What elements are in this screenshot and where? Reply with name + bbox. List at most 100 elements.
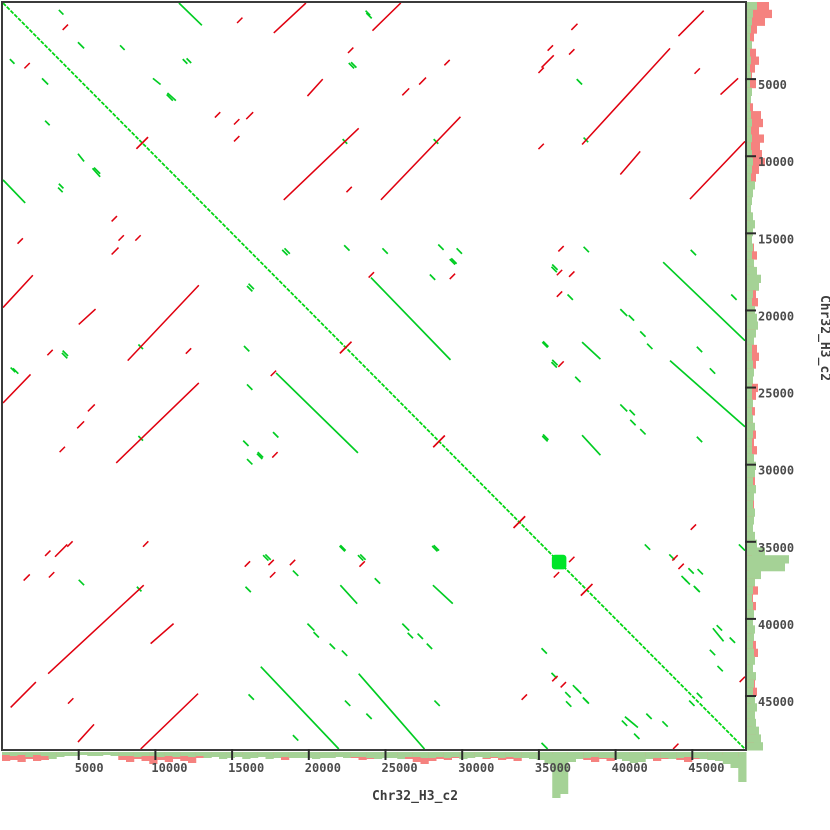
x-histogram-bar-green bbox=[242, 752, 251, 759]
forward-segment bbox=[44, 120, 51, 126]
reverse-segment bbox=[537, 143, 545, 150]
forward-segment bbox=[624, 716, 639, 729]
x-histogram-bar-green bbox=[645, 752, 654, 759]
y-histogram-bar-green bbox=[747, 126, 751, 135]
forward-segment bbox=[669, 359, 745, 428]
main-diagonal bbox=[3, 3, 745, 749]
x-tick-label: 20000 bbox=[305, 761, 341, 775]
forward-segment bbox=[358, 673, 426, 749]
y-histogram-bar-red bbox=[747, 165, 759, 174]
x-histogram-bar-green bbox=[25, 752, 34, 757]
forward-segment bbox=[61, 352, 68, 359]
forward-segment bbox=[262, 554, 270, 562]
forward-segment bbox=[272, 431, 279, 439]
forward-segment bbox=[166, 93, 174, 102]
dotplot-canvas[interactable] bbox=[3, 3, 745, 749]
x-histogram-bar-green bbox=[629, 752, 638, 763]
y-histogram-bar-green bbox=[747, 321, 758, 330]
y-tick-label: 35000 bbox=[758, 541, 794, 555]
y-tick-label: 25000 bbox=[758, 387, 794, 401]
x-tick-label: 30000 bbox=[458, 761, 494, 775]
x-histogram-bar-green bbox=[48, 752, 57, 759]
x-histogram-bar-green bbox=[102, 752, 111, 755]
forward-segment bbox=[730, 293, 738, 301]
reverse-segment bbox=[127, 284, 200, 362]
forward-segment bbox=[58, 183, 65, 189]
y-histogram-bar-green bbox=[747, 703, 757, 712]
reverse-segment bbox=[371, 3, 402, 32]
forward-segment bbox=[247, 693, 255, 701]
forward-segment bbox=[456, 247, 463, 255]
forward-segment bbox=[644, 543, 651, 551]
diagonal-red-mark bbox=[432, 434, 446, 448]
reverse-segment bbox=[48, 571, 55, 579]
reverse-segment bbox=[418, 77, 427, 86]
x-histogram-bar-green bbox=[598, 752, 607, 758]
forward-segment bbox=[693, 585, 700, 592]
x-histogram-bar-green bbox=[397, 752, 406, 759]
x-histogram-bar-green bbox=[428, 752, 437, 758]
x-histogram-bar-green bbox=[490, 752, 499, 757]
reverse-segment bbox=[443, 59, 451, 66]
reverse-segment bbox=[244, 560, 251, 568]
y-histogram-bar-green bbox=[747, 492, 754, 502]
reverse-segment bbox=[77, 723, 95, 743]
reverse-segment bbox=[10, 681, 37, 709]
forward-segment bbox=[246, 383, 253, 391]
forward-segment bbox=[716, 624, 723, 632]
x-tick-label: 15000 bbox=[228, 761, 264, 775]
forward-segment bbox=[182, 58, 188, 65]
y-histogram-bar-green bbox=[747, 33, 750, 42]
reverse-segment bbox=[16, 237, 24, 245]
y-histogram-bar-green bbox=[747, 594, 752, 603]
y-histogram-bar-green bbox=[747, 391, 752, 400]
y-histogram-bar-green bbox=[747, 695, 755, 704]
forward-segment bbox=[661, 720, 669, 728]
y-histogram-bar-green bbox=[747, 344, 752, 354]
y-histogram-bar-green bbox=[747, 601, 753, 611]
x-histogram-bar-green bbox=[203, 752, 212, 758]
forward-segment bbox=[696, 346, 703, 353]
forward-segment bbox=[292, 734, 299, 742]
forward-segment bbox=[348, 62, 355, 69]
reverse-segment bbox=[547, 44, 554, 52]
x-histogram-bar-green bbox=[730, 752, 739, 768]
forward-segment bbox=[242, 440, 250, 447]
x-histogram-bar-green bbox=[668, 752, 677, 759]
forward-segment bbox=[93, 166, 101, 175]
y-tick-label: 45000 bbox=[758, 695, 794, 709]
x-histogram-bar-red bbox=[17, 752, 26, 762]
x-histogram-bar-green bbox=[436, 752, 445, 757]
forward-segment bbox=[542, 433, 550, 441]
reverse-segment bbox=[150, 623, 175, 645]
y-histogram-bar-green bbox=[747, 165, 752, 174]
y-tick-label: 40000 bbox=[758, 618, 794, 632]
reverse-segment bbox=[44, 550, 51, 557]
forward-segment bbox=[696, 692, 703, 699]
x-histogram-bar-green bbox=[513, 752, 522, 758]
forward-segment bbox=[646, 343, 654, 350]
y-histogram-bar-green bbox=[747, 111, 751, 120]
forward-segment bbox=[619, 308, 628, 317]
x-histogram-bar-green bbox=[172, 752, 181, 757]
x-histogram-bar-green bbox=[715, 752, 724, 761]
y-histogram-bar-red bbox=[747, 157, 765, 167]
x-histogram-bar-green bbox=[188, 752, 197, 757]
y-tick-label: 10000 bbox=[758, 155, 794, 169]
y-histogram-bar-green bbox=[747, 664, 753, 673]
forward-segment bbox=[185, 57, 192, 64]
y-histogram-bar-red bbox=[747, 126, 759, 135]
forward-segment bbox=[628, 314, 635, 322]
forward-segment bbox=[247, 283, 255, 290]
forward-segment bbox=[628, 409, 636, 416]
y-histogram-bar-green bbox=[747, 469, 755, 478]
y-histogram-bar-red bbox=[747, 134, 764, 143]
forward-segment bbox=[256, 453, 263, 460]
x-histogram-bar-green bbox=[738, 752, 747, 782]
forward-matches bbox=[3, 3, 745, 749]
x-histogram-bar-green bbox=[265, 752, 274, 759]
plot-border bbox=[1, 1, 747, 751]
y-histogram-bar-green bbox=[747, 578, 755, 587]
y-histogram-bar-green bbox=[747, 360, 753, 369]
y-histogram-bar-green bbox=[747, 430, 753, 439]
